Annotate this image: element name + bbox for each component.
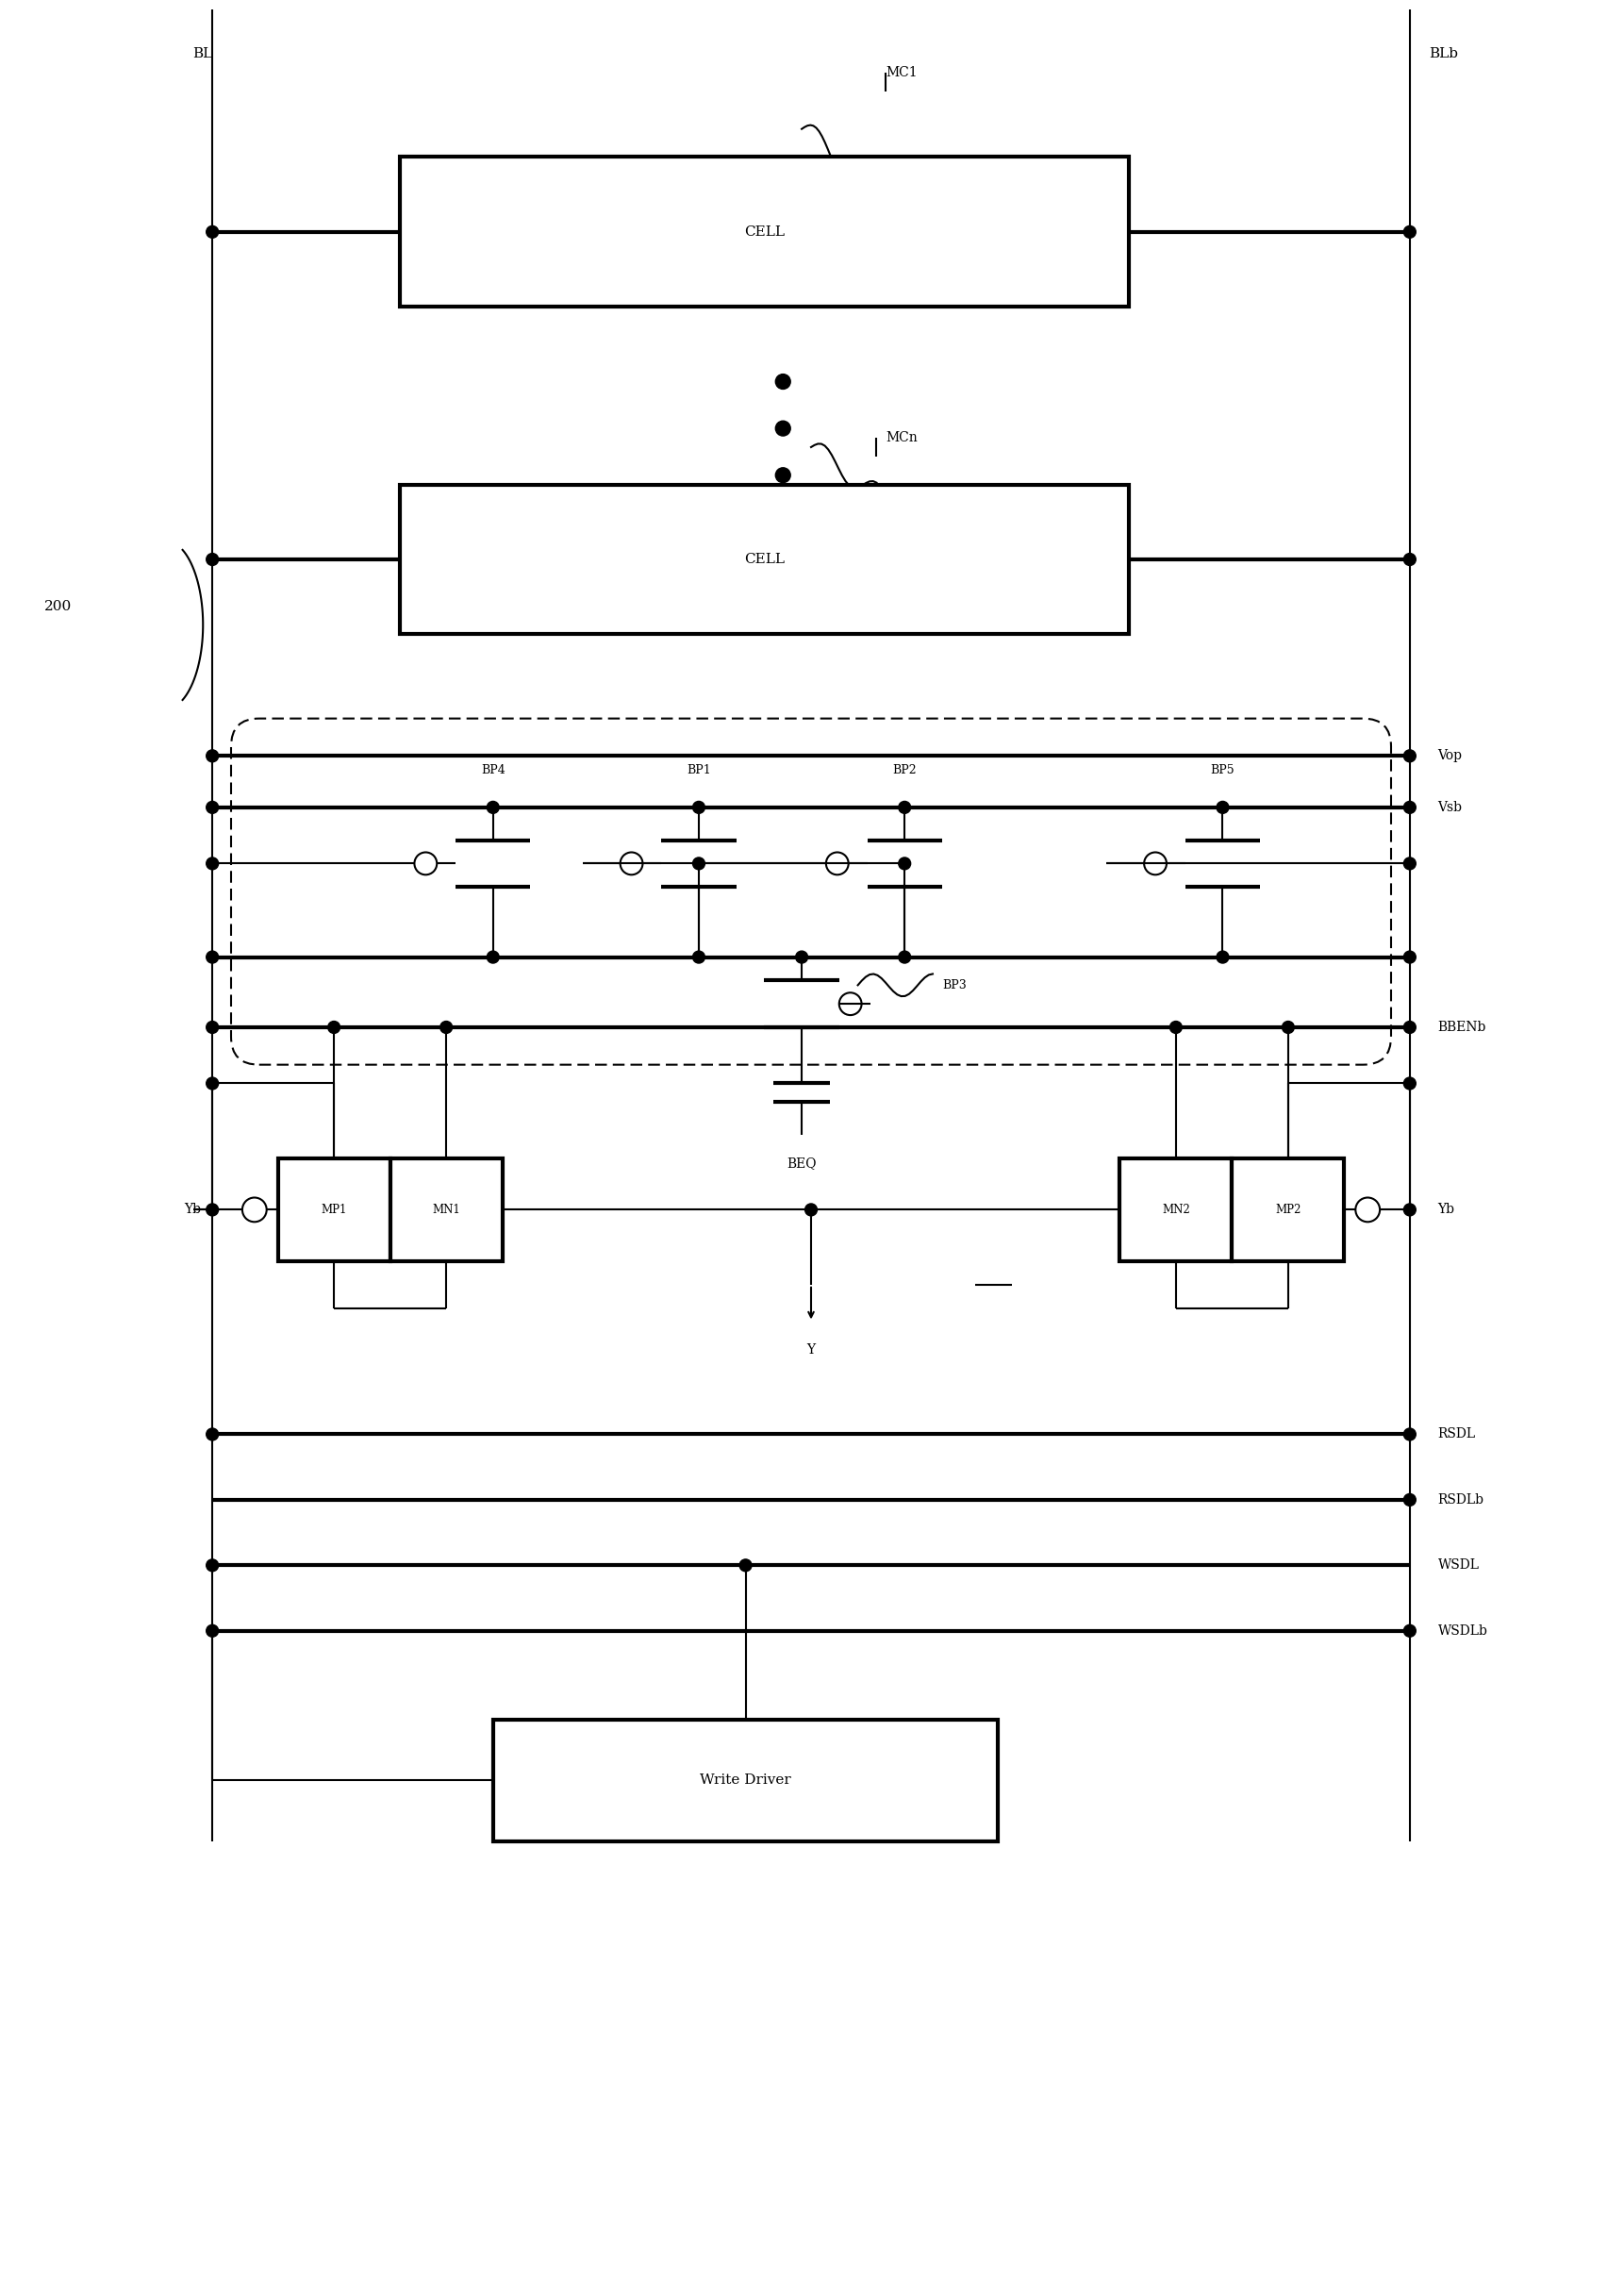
Text: BP2: BP2 [893,764,916,776]
Circle shape [206,1624,219,1638]
Circle shape [206,1022,219,1033]
Text: Vop: Vop [1437,750,1462,762]
Circle shape [206,801,219,814]
Text: BP4: BP4 [481,764,505,776]
Circle shape [898,951,911,963]
Text: MC1: MC1 [887,66,918,80]
Circle shape [1403,750,1416,762]
Bar [400,484,1129,634]
Bar [494,1720,999,1841]
Circle shape [1403,801,1416,814]
Text: WSDL: WSDL [1437,1558,1479,1572]
Circle shape [206,1204,219,1216]
Circle shape [1403,554,1416,566]
Circle shape [206,226,219,237]
Circle shape [1403,1077,1416,1090]
Text: CELL: CELL [744,226,784,240]
Text: BL: BL [193,48,213,62]
Circle shape [739,1560,752,1572]
Circle shape [898,801,911,814]
Text: RSDL: RSDL [1437,1428,1476,1442]
Text: Y: Y [807,1344,815,1357]
Text: MP1: MP1 [322,1204,348,1216]
Circle shape [1403,951,1416,963]
Bar [1121,1159,1233,1261]
Circle shape [898,858,911,869]
Circle shape [206,554,219,566]
Circle shape [1216,801,1229,814]
Text: BP3: BP3 [942,979,966,992]
Text: BEQ: BEQ [788,1156,817,1170]
Circle shape [1403,1624,1416,1638]
Bar [390,1159,502,1261]
Circle shape [806,1204,817,1216]
Circle shape [487,951,499,963]
Text: Write Driver: Write Driver [700,1775,791,1786]
Circle shape [1216,951,1229,963]
Circle shape [1403,1494,1416,1505]
Text: Yb: Yb [1437,1202,1455,1216]
Circle shape [776,422,791,436]
Text: MP2: MP2 [1275,1204,1301,1216]
Bar [400,157,1129,306]
Circle shape [1403,1428,1416,1439]
Circle shape [328,1022,339,1033]
Text: BP5: BP5 [1210,764,1234,776]
Circle shape [796,951,807,963]
Circle shape [1403,1022,1416,1033]
Text: BLb: BLb [1429,48,1458,62]
Circle shape [693,951,705,963]
Circle shape [206,1560,219,1572]
Text: Vsb: Vsb [1437,801,1462,814]
Circle shape [693,858,705,869]
Text: 200: 200 [44,600,71,614]
Circle shape [206,1428,219,1439]
Circle shape [440,1022,453,1033]
Bar [1233,1159,1345,1261]
Circle shape [776,374,791,390]
Circle shape [206,951,219,963]
Text: RSDLb: RSDLb [1437,1494,1484,1505]
Circle shape [1403,1204,1416,1216]
Circle shape [1403,858,1416,869]
Circle shape [1403,226,1416,237]
Text: MCn: MCn [887,431,918,445]
Circle shape [206,1077,219,1090]
Circle shape [206,750,219,762]
Circle shape [487,801,499,814]
Circle shape [776,468,791,484]
Text: WSDLb: WSDLb [1437,1624,1488,1638]
Bar [278,1159,390,1261]
Text: MN1: MN1 [432,1204,460,1216]
Text: CELL: CELL [744,552,784,566]
Text: MN2: MN2 [1161,1204,1190,1216]
Circle shape [206,858,219,869]
Text: Yb: Yb [184,1202,201,1216]
Text: BBENb: BBENb [1437,1020,1486,1033]
Circle shape [1281,1022,1294,1033]
Circle shape [1169,1022,1182,1033]
Circle shape [693,801,705,814]
Text: BP1: BP1 [687,764,711,776]
